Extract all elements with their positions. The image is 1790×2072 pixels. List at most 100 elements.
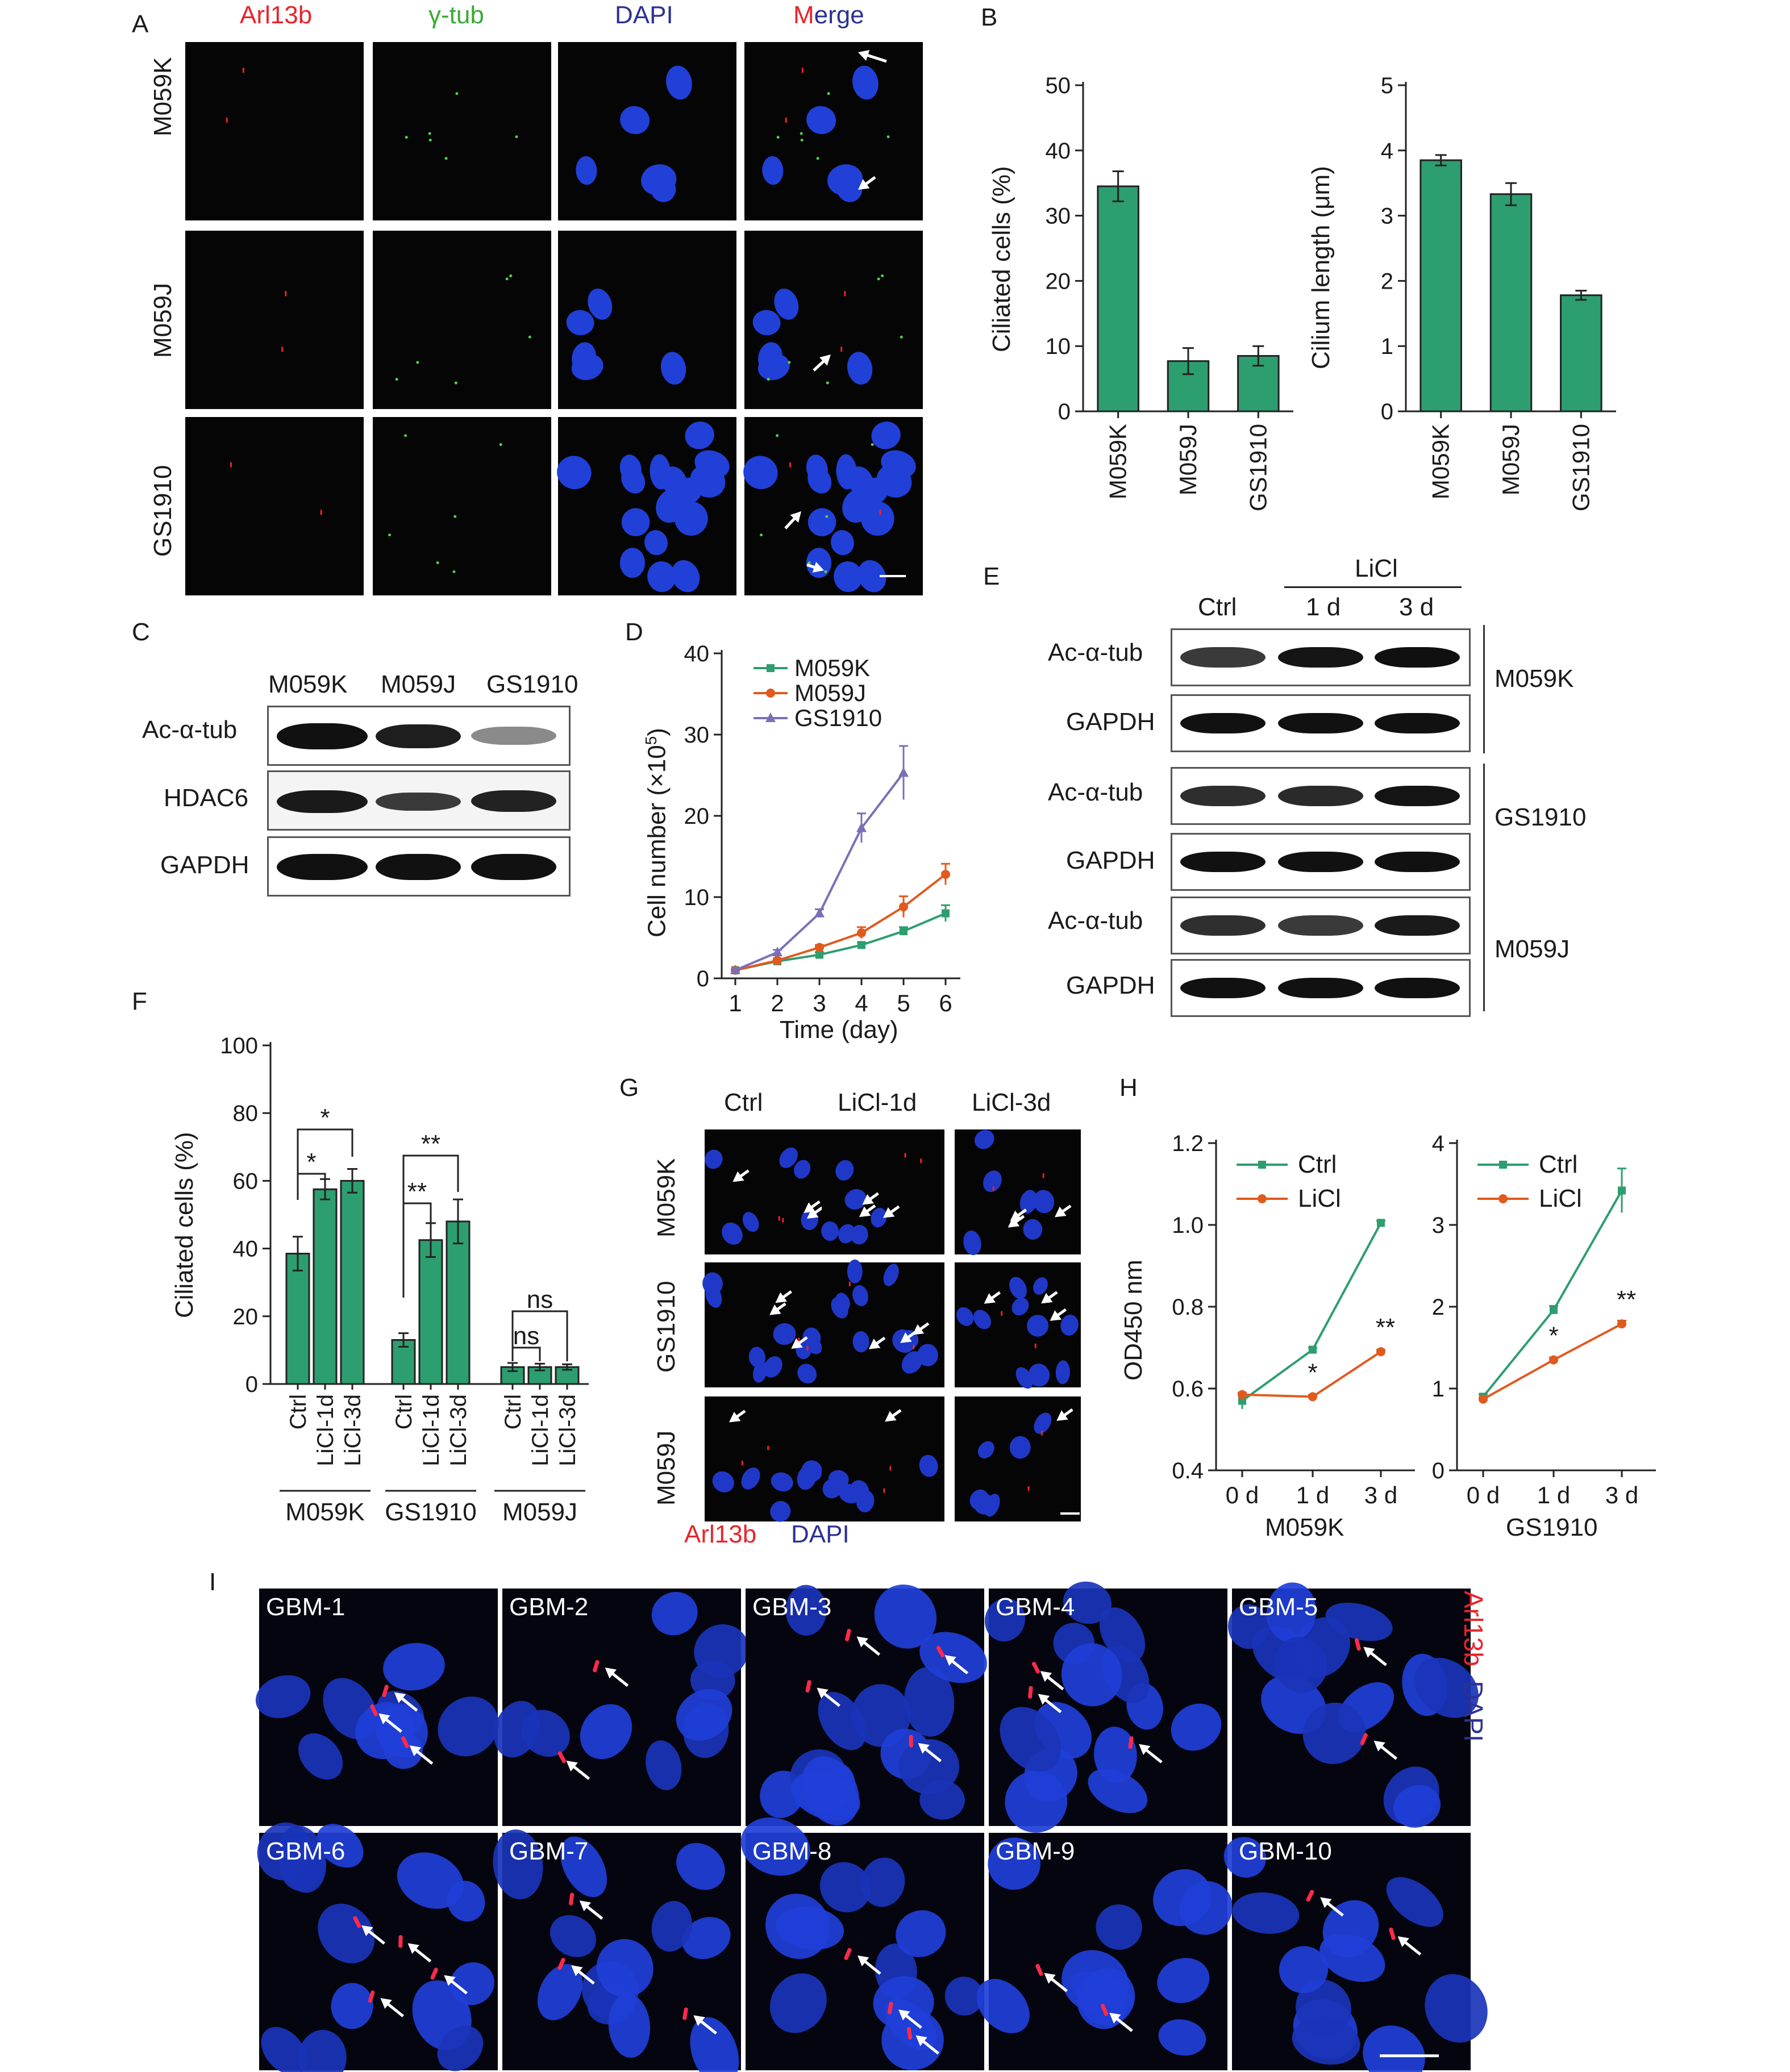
a-centrosome — [760, 533, 763, 537]
e-blot-gs1910-gapdh — [1171, 833, 1471, 891]
i-nucleus — [1096, 1904, 1142, 1950]
y-tick-label: 0 — [245, 1372, 258, 1397]
y-tick-label: 1 — [1381, 334, 1393, 359]
i-nucleus — [560, 1836, 607, 1898]
a-nucleus — [690, 464, 726, 498]
a-centrosome — [515, 135, 518, 139]
arrow-head — [1373, 1740, 1385, 1752]
i-cilium — [398, 1935, 403, 1948]
i-nucleus — [1079, 1968, 1135, 2026]
e-row-ac-tub-2: Ac-α-tub — [1048, 778, 1143, 806]
a-col-gtub: γ-tub — [428, 1, 484, 29]
i-nucleus — [646, 1740, 682, 1791]
x-tick-label: Ctrl — [501, 1394, 526, 1429]
a-col-dapi: DAPI — [615, 1, 673, 29]
g-nucleus — [741, 1467, 760, 1490]
e-blot-gs1910-ac — [1171, 767, 1471, 825]
i-nucleus — [988, 1837, 1040, 1890]
e-treatment-bar — [1284, 586, 1462, 588]
i-nucleus — [1099, 1607, 1146, 1662]
a-tile — [185, 417, 364, 595]
a-nucleus — [876, 464, 912, 498]
y-tick-label: 2 — [1432, 1295, 1445, 1320]
y-tick-label: 30 — [1046, 204, 1071, 229]
arrow-head — [1041, 1293, 1053, 1304]
g-micrograph-grid — [702, 1129, 1081, 1522]
arrow-head — [898, 2010, 910, 2021]
a-centrosome — [505, 277, 509, 281]
i-nucleus — [861, 1857, 905, 1907]
a-nucleus — [650, 454, 671, 490]
i-nucleus — [898, 1739, 960, 1794]
marker-square — [1499, 1161, 1507, 1169]
x-tick-label: LiCl-1d — [419, 1394, 444, 1466]
y-tick-label: 2 — [1381, 269, 1393, 294]
i-nucleus — [984, 1598, 1026, 1642]
g-scale-bar — [1060, 1512, 1080, 1515]
a-cilium — [789, 462, 792, 468]
g-nucleus — [1009, 1436, 1031, 1459]
g-col-ctrl: Ctrl — [724, 1089, 763, 1116]
i-nucleus — [682, 1917, 731, 1960]
x-tick-label: 1 d — [1296, 1482, 1329, 1508]
e-lane-3d: 3 d — [1399, 593, 1434, 621]
i-cilium — [557, 1751, 567, 1764]
i-nucleus — [538, 1963, 583, 2020]
panel-letter-c: C — [132, 618, 150, 646]
x-tick-label: 0 d — [1226, 1482, 1259, 1508]
g-nucleus — [722, 1222, 743, 1245]
g-nucleus — [973, 1310, 992, 1329]
a-nucleus — [774, 288, 799, 320]
g-cilium — [1040, 1431, 1043, 1436]
g-nucleus — [838, 1224, 856, 1244]
panel-b: 0 10 20 30 40 50 M059K M059J GS1910 0 1 2 3 4 5 M059K M… — [1046, 73, 1616, 511]
i-cilium — [1306, 1890, 1314, 1902]
legend-label-ctrl: Ctrl — [1298, 1150, 1337, 1178]
y-tick-label: 1.2 — [1172, 1131, 1204, 1156]
i-tile-label: GBM-4 — [996, 1593, 1075, 1621]
i-nucleus — [449, 1962, 494, 2006]
e-lane-ctrl: Ctrl — [1198, 593, 1237, 621]
arrow-head — [912, 1324, 925, 1335]
panel-letter-a: A — [132, 10, 149, 38]
arrow-head — [1139, 1744, 1151, 1755]
a-col-arl13b: Arl13b — [240, 1, 313, 29]
a-tile — [373, 42, 551, 220]
e-group-m059j: M059J — [1495, 935, 1570, 963]
marker-triangle — [898, 767, 909, 777]
x-tick-label: 3 — [813, 990, 826, 1016]
g-nucleus — [770, 1500, 791, 1522]
a-cilium — [785, 117, 787, 123]
i-cilium — [430, 1967, 438, 1980]
arrow-head — [378, 1713, 390, 1724]
sig-m059j-1d-label: ns — [513, 1322, 539, 1350]
i-nucleus — [676, 1689, 732, 1741]
i-tile-label: GBM-1 — [266, 1593, 345, 1621]
i-nucleus — [801, 1756, 859, 1826]
e-lane-1d: 1 d — [1306, 593, 1341, 621]
y-tick-label: 0 — [697, 966, 709, 991]
g-col-licl3d: LiCl-3d — [972, 1089, 1051, 1116]
blot-band — [1278, 852, 1363, 872]
y-tick-label: 4 — [1432, 1131, 1445, 1156]
i-nucleus — [257, 1822, 312, 1881]
b-chart-ciliated: 0 10 20 30 40 50 M059K M059J GS1910 — [1046, 73, 1293, 511]
g-nucleus — [883, 1264, 899, 1286]
g-nucleus — [901, 1351, 923, 1374]
a-nucleus — [852, 65, 879, 100]
i-cilium — [1360, 1733, 1368, 1745]
arrow-head — [605, 1667, 617, 1679]
y-tick-label: 20 — [233, 1304, 259, 1329]
a-centrosome — [826, 381, 829, 385]
a-cilium — [320, 510, 322, 515]
i-tile-label: GBM-6 — [266, 1837, 345, 1865]
g-nucleus — [917, 1344, 938, 1366]
a-centrosome — [395, 378, 398, 381]
marker-circle — [1617, 1319, 1626, 1329]
g-col-licl1d: LiCl-1d — [838, 1089, 917, 1116]
y-tick-label: 30 — [684, 723, 710, 748]
blot-band — [1180, 713, 1266, 733]
a-nucleus — [647, 561, 676, 593]
